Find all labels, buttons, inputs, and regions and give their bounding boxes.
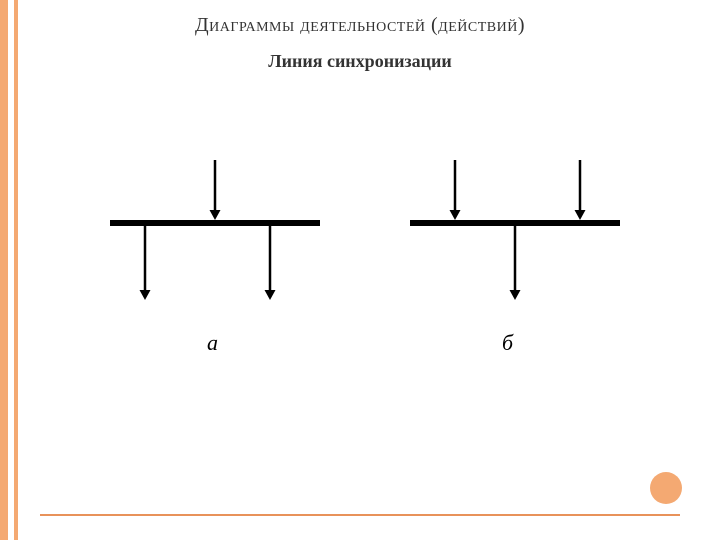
page-subtitle: Линия синхронизации: [0, 37, 720, 72]
diagram-label-b: б: [502, 330, 513, 356]
border-inner: [8, 0, 14, 540]
accent-circle-icon: [650, 472, 682, 504]
bottom-divider: [40, 514, 680, 516]
sync-bar-diagram: [40, 120, 680, 400]
diagram-area: а б: [40, 120, 680, 400]
diagram-label-a: а: [207, 330, 218, 356]
left-accent-border: [0, 0, 18, 540]
page-title: Диаграммы деятельностей (действий): [0, 0, 720, 37]
